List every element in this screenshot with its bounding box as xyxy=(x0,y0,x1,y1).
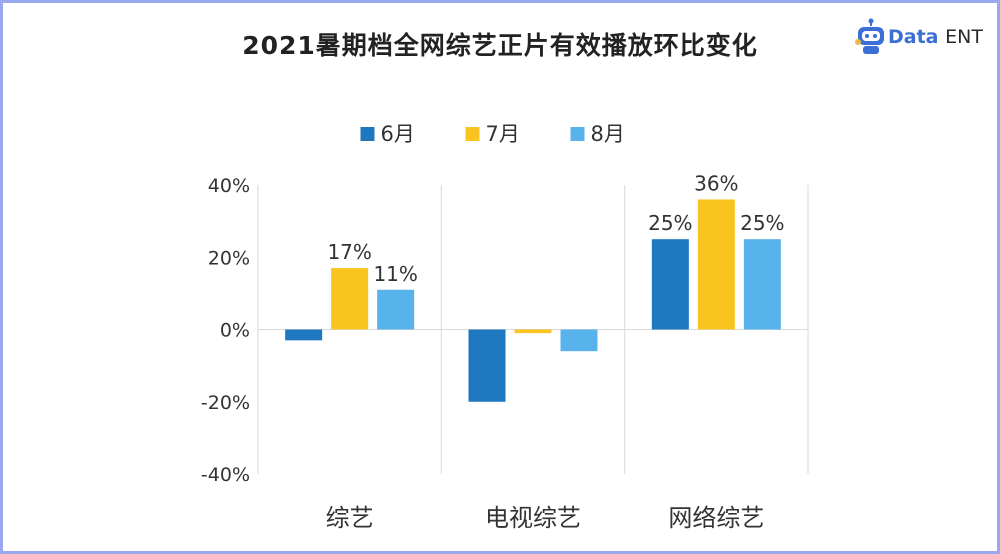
data-label: 25% xyxy=(740,211,784,235)
legend: 6月 7月 8月 xyxy=(360,122,625,146)
x-category-label: 网络综艺 xyxy=(668,504,764,532)
bar xyxy=(285,329,323,341)
bar xyxy=(560,329,598,352)
data-label: 11% xyxy=(373,262,417,286)
bar xyxy=(468,329,506,402)
labels-layer: 25% 17% 36% 11% 25% xyxy=(327,171,784,285)
bar xyxy=(651,239,689,330)
bar xyxy=(514,329,552,334)
data-label: 36% xyxy=(694,171,738,195)
bars-layer xyxy=(285,199,781,402)
bar xyxy=(743,239,781,330)
legend-label: 7月 xyxy=(486,122,520,146)
data-label: 17% xyxy=(327,240,371,264)
legend-label: 8月 xyxy=(591,122,625,146)
bar xyxy=(331,268,369,330)
y-tick-label: 0% xyxy=(220,320,250,342)
x-category-label: 电视综艺 xyxy=(485,504,581,532)
logo-suffix: ENT xyxy=(945,26,983,48)
x-category-label: 综艺 xyxy=(326,504,374,532)
robot-icon xyxy=(855,18,884,54)
legend-swatch xyxy=(360,127,375,141)
logo-brand: Data xyxy=(888,26,939,48)
data-label: 25% xyxy=(648,211,692,235)
y-tick-label: 20% xyxy=(208,247,250,269)
chart-title: 2021暑期档全网综艺正片有效播放环比变化 xyxy=(242,31,758,60)
bar xyxy=(697,199,735,330)
data-ent-logo: Data ENT xyxy=(854,18,984,56)
legend-swatch xyxy=(570,127,585,141)
axis-layer: 40% 20% 0% -20% -40% 综艺 电视综艺 网络综艺 xyxy=(201,175,809,532)
legend-label: 6月 xyxy=(381,122,415,146)
y-tick-label: -20% xyxy=(201,392,250,414)
y-tick-label: 40% xyxy=(208,175,250,197)
y-tick-label: -40% xyxy=(201,464,250,486)
bar xyxy=(377,289,415,330)
legend-swatch xyxy=(465,127,480,141)
